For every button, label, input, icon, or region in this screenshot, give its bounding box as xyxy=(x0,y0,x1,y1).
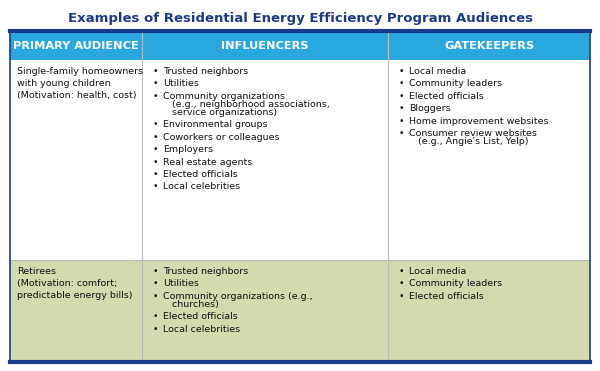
Text: Employers: Employers xyxy=(163,145,213,154)
Text: •: • xyxy=(153,183,158,191)
Text: •: • xyxy=(399,104,404,113)
Text: •: • xyxy=(153,79,158,88)
Text: Retirees
(Motivation: comfort;
predictable energy bills): Retirees (Motivation: comfort; predictab… xyxy=(17,267,133,300)
Text: GATEKEEPERS: GATEKEEPERS xyxy=(444,41,534,51)
Text: Environmental groups: Environmental groups xyxy=(163,121,268,129)
Text: Utilities: Utilities xyxy=(163,279,199,288)
Text: •: • xyxy=(153,145,158,154)
Text: Utilities: Utilities xyxy=(163,79,199,88)
Text: •: • xyxy=(153,67,158,76)
Text: •: • xyxy=(153,92,158,101)
Text: •: • xyxy=(399,129,404,138)
Text: (e.g., neighborhood associations,: (e.g., neighborhood associations, xyxy=(163,100,330,109)
Text: PRIMARY AUDIENCE: PRIMARY AUDIENCE xyxy=(13,41,139,51)
Text: Local media: Local media xyxy=(409,67,466,76)
Text: Real estate agents: Real estate agents xyxy=(163,158,252,167)
Text: churches): churches) xyxy=(163,300,219,309)
Text: Elected officials: Elected officials xyxy=(409,92,484,101)
Text: •: • xyxy=(153,121,158,129)
Bar xyxy=(10,60,590,260)
Text: Community leaders: Community leaders xyxy=(409,279,502,288)
Text: •: • xyxy=(153,170,158,179)
Text: Elected officials: Elected officials xyxy=(409,292,484,301)
Bar xyxy=(10,32,590,60)
Text: •: • xyxy=(153,312,158,321)
Text: •: • xyxy=(399,79,404,88)
Text: Home improvement websites: Home improvement websites xyxy=(409,116,548,126)
Text: Single-family homeowners
with young children
(Motivation: health, cost): Single-family homeowners with young chil… xyxy=(17,67,143,100)
Text: Community organizations: Community organizations xyxy=(163,92,285,101)
Text: Trusted neighbors: Trusted neighbors xyxy=(163,267,248,276)
Text: Elected officials: Elected officials xyxy=(163,312,238,321)
Text: Local celebrities: Local celebrities xyxy=(163,325,240,334)
Text: •: • xyxy=(153,267,158,276)
Text: Bloggers: Bloggers xyxy=(409,104,451,113)
Text: Local celebrities: Local celebrities xyxy=(163,183,240,191)
Text: Trusted neighbors: Trusted neighbors xyxy=(163,67,248,76)
Text: •: • xyxy=(153,292,158,301)
Text: Examples of Residential Energy Efficiency Program Audiences: Examples of Residential Energy Efficienc… xyxy=(67,12,533,25)
Text: Coworkers or colleagues: Coworkers or colleagues xyxy=(163,133,280,142)
Text: •: • xyxy=(399,116,404,126)
Text: •: • xyxy=(399,67,404,76)
Text: •: • xyxy=(399,292,404,301)
Text: •: • xyxy=(399,92,404,101)
Text: •: • xyxy=(153,158,158,167)
Text: •: • xyxy=(399,279,404,288)
Text: Community organizations (e.g.,: Community organizations (e.g., xyxy=(163,292,313,301)
Text: (e.g., Angie's List, Yelp): (e.g., Angie's List, Yelp) xyxy=(409,137,529,146)
Text: Consumer review websites: Consumer review websites xyxy=(409,129,537,138)
Text: •: • xyxy=(153,279,158,288)
Bar xyxy=(10,260,590,360)
Text: INFLUENCERS: INFLUENCERS xyxy=(221,41,309,51)
Text: •: • xyxy=(153,325,158,334)
Text: •: • xyxy=(153,133,158,142)
Text: Local media: Local media xyxy=(409,267,466,276)
Text: Community leaders: Community leaders xyxy=(409,79,502,88)
Text: service organizations): service organizations) xyxy=(163,108,277,117)
Text: Elected officials: Elected officials xyxy=(163,170,238,179)
Text: •: • xyxy=(399,267,404,276)
